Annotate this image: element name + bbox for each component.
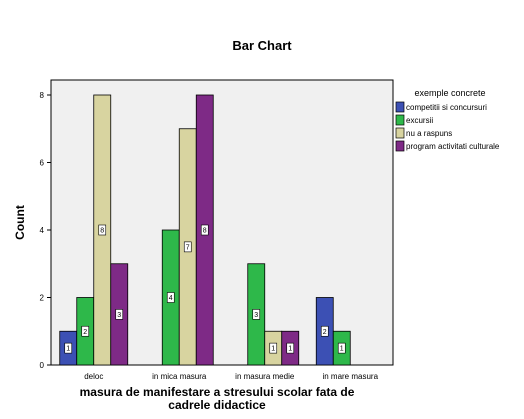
bar-label: 1 (271, 346, 275, 353)
bar-label: 1 (340, 346, 344, 353)
bar-label-box (166, 292, 175, 303)
x-tick-label: in mare masura (322, 372, 378, 381)
x-axis-label-line-2: cadrele didactice (168, 398, 266, 412)
legend-entry: excursii (406, 116, 433, 125)
y-axis-label: Count (13, 205, 27, 240)
bar-label-box (183, 241, 192, 253)
x-axis: deloc in mica masura in masura medie in mar… (84, 372, 378, 381)
bar-label: 2 (83, 329, 87, 336)
bar-label: 2 (323, 329, 327, 336)
bar-label-box (286, 342, 295, 354)
bar-label: 3 (254, 312, 258, 319)
legend-swatch (395, 114, 405, 126)
bar-label-box (269, 342, 278, 354)
legend-entry: competitii si concursuri (406, 103, 487, 112)
bar-labels: 1 2 8 3 4 7 8 3 1 1 2 1 (64, 224, 346, 354)
y-tick-label: 4 (40, 226, 45, 235)
bar-label-box (64, 342, 73, 354)
y-tick-label: 8 (40, 91, 45, 100)
y-axis: 0 2 4 6 8 (40, 91, 51, 370)
bar-label-box (200, 224, 209, 236)
bar-label: 3 (117, 312, 121, 319)
legend-title: exemple concrete (414, 88, 485, 98)
x-tick-label: in masura medie (235, 372, 295, 381)
x-axis-label-line-1: masura de manifestare a stresului scolar… (80, 385, 355, 399)
chart-title: Bar Chart (232, 38, 292, 53)
legend-swatch (395, 127, 405, 139)
y-tick-label: 2 (40, 294, 45, 303)
bar-label: 1 (288, 346, 292, 353)
bar-label: 1 (66, 346, 70, 353)
y-tick-label: 6 (40, 159, 45, 168)
bar-label: 8 (100, 228, 104, 235)
bar-label-box (320, 325, 329, 337)
bar-label-box (81, 325, 90, 337)
bar-label: 8 (203, 228, 207, 235)
y-tick-label: 0 (40, 361, 45, 370)
x-tick-label: in mica masura (152, 372, 207, 381)
x-tick-label: deloc (84, 372, 103, 381)
legend-swatch (395, 140, 405, 152)
bar-label: 7 (186, 244, 190, 251)
bar-label-box (98, 224, 107, 236)
bar-label-box (337, 342, 346, 354)
legend-entry: program activitati culturale (406, 142, 500, 151)
bar-label: 4 (169, 295, 173, 302)
bar-label-box (115, 309, 124, 320)
bar-label-box (252, 309, 261, 320)
legend-swatch (395, 101, 405, 113)
legend-entry: nu a raspuns (406, 129, 452, 138)
legend: exemple concrete competitii si concursur… (395, 88, 500, 152)
